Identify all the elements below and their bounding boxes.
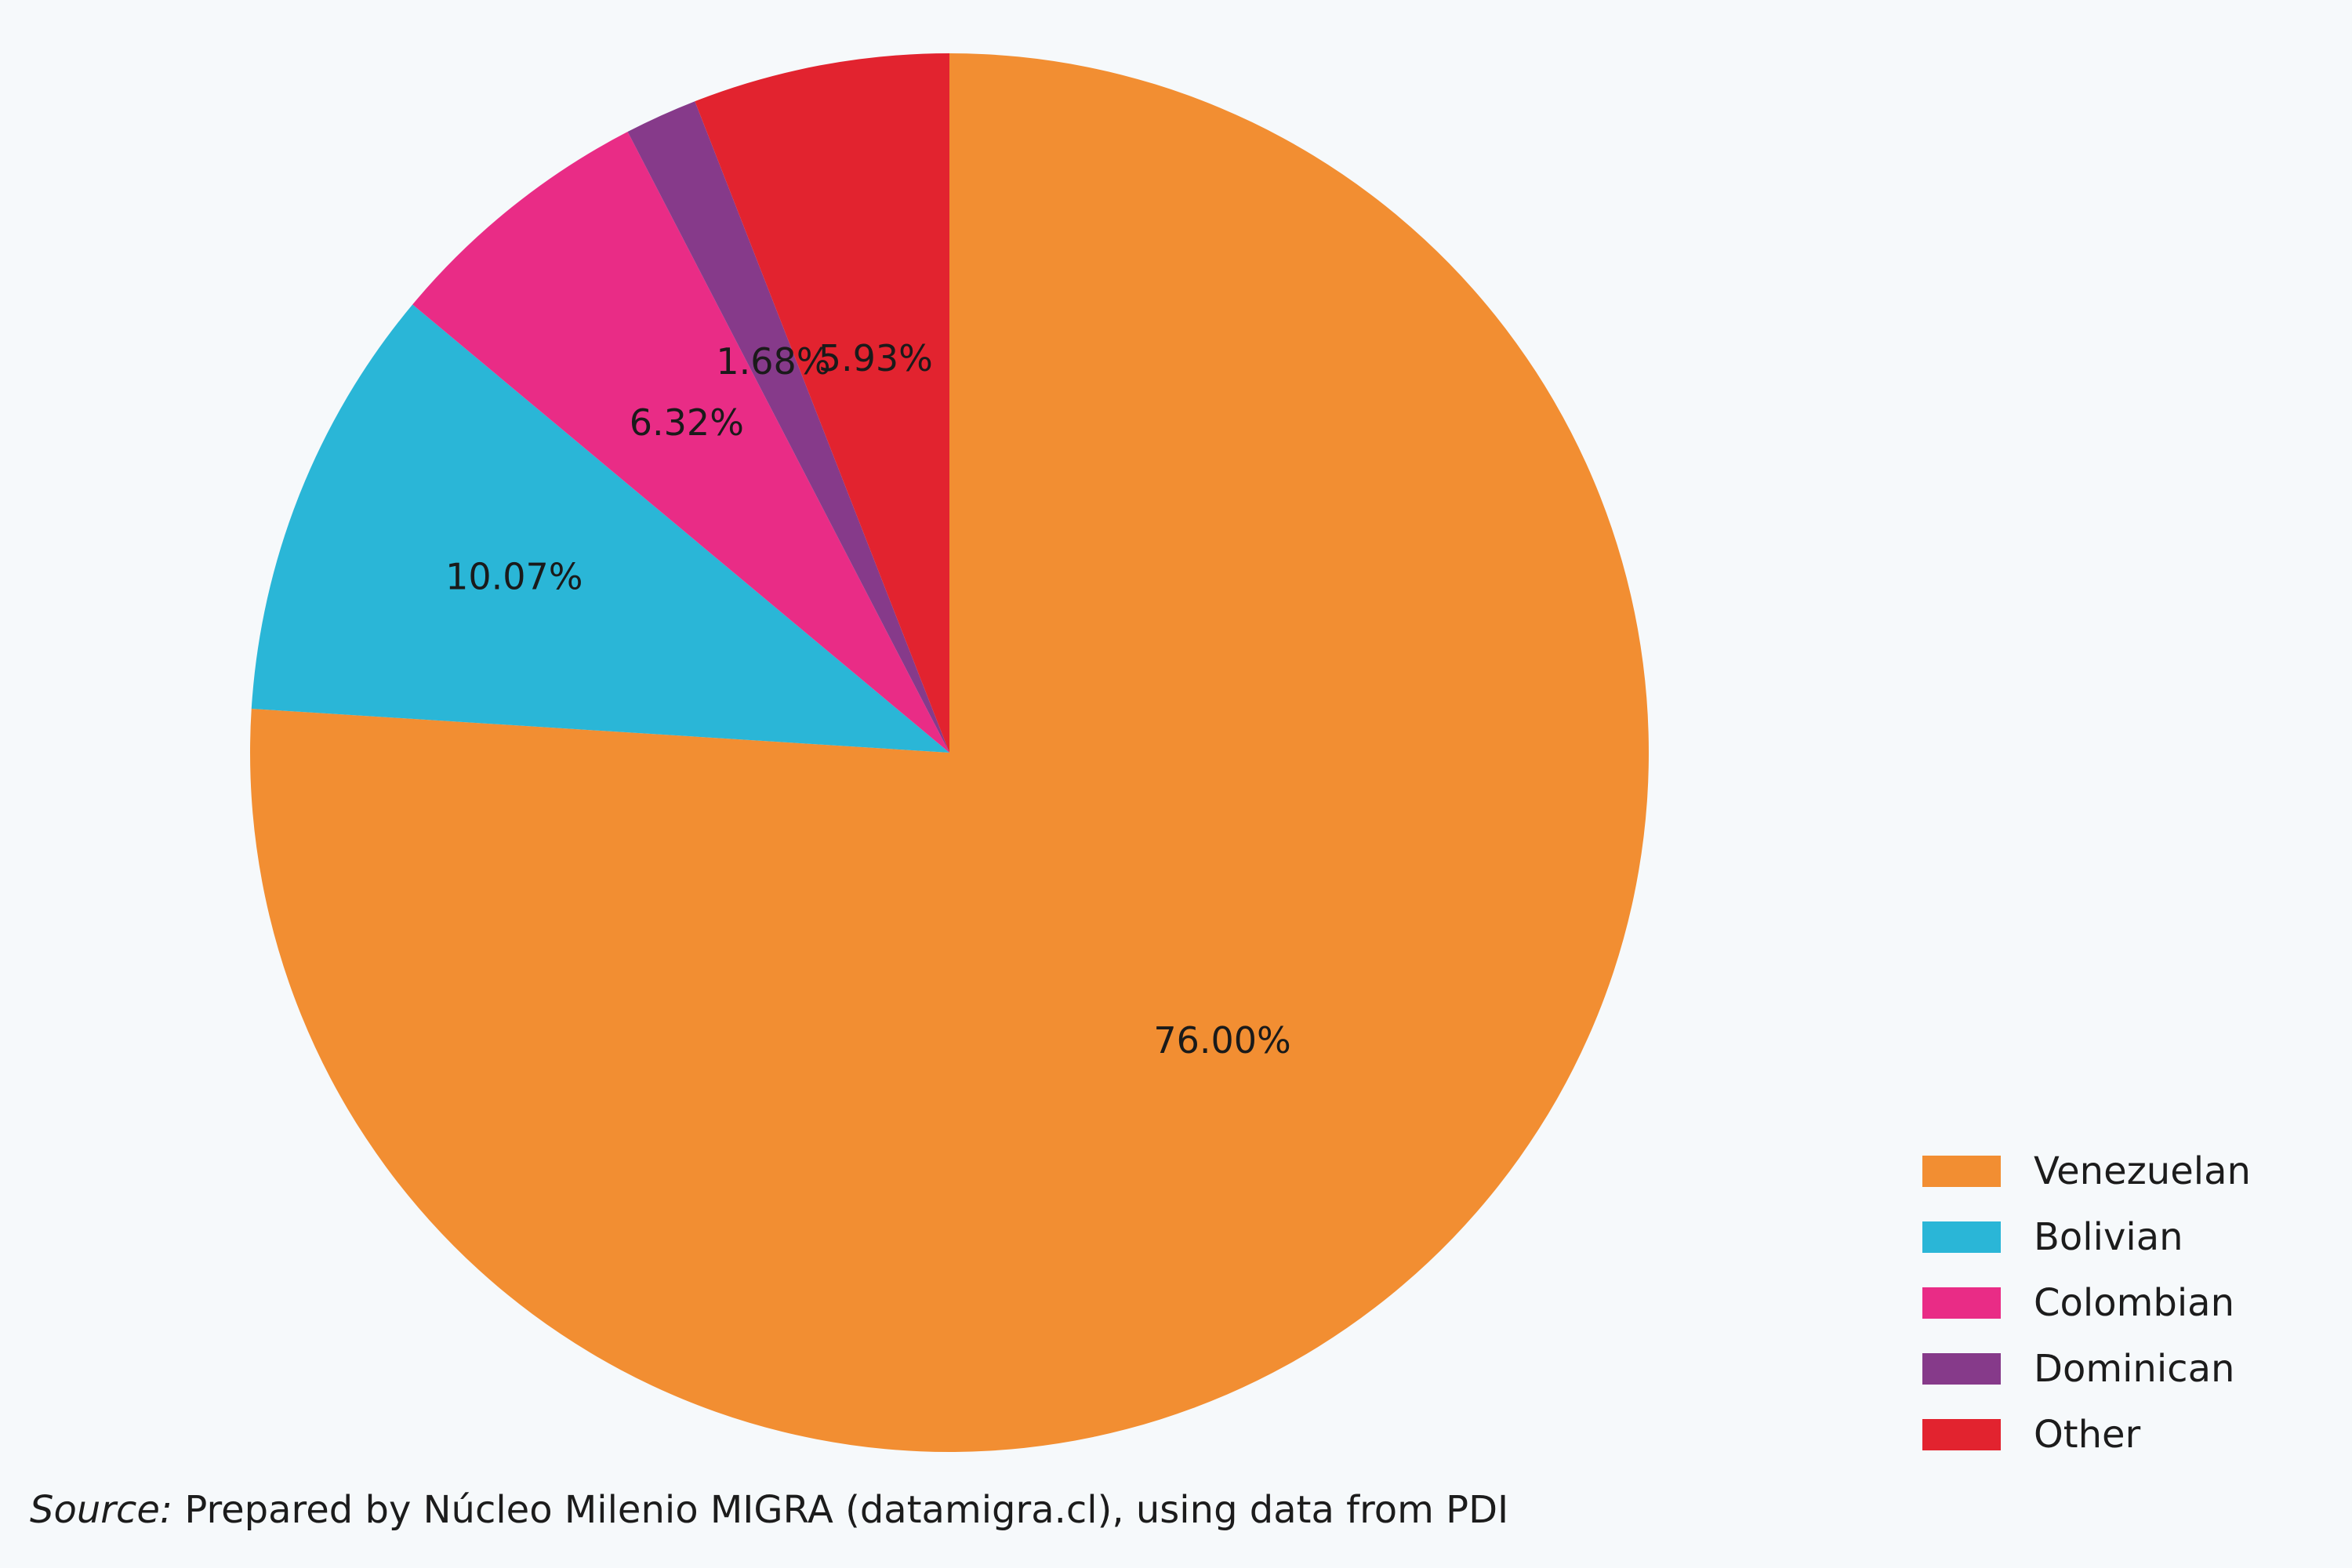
legend-item-dominican: Dominican: [1922, 1336, 2251, 1402]
slice-label-bolivian: 10.07%: [445, 555, 583, 597]
legend-swatch: [1922, 1156, 2001, 1187]
slice-label-venezuelan: 76.00%: [1153, 1019, 1290, 1062]
source-note: Source: Prepared by Núcleo Milenio MIGRA…: [30, 1488, 1508, 1532]
pie-slices: [250, 53, 1649, 1452]
legend-swatch: [1922, 1221, 2001, 1253]
slice-label-dominican: 1.68%: [716, 340, 830, 383]
source-prefix: Source:: [30, 1488, 173, 1532]
legend-item-colombian: Colombian: [1922, 1270, 2251, 1336]
legend-swatch: [1922, 1419, 2001, 1450]
legend-label: Colombian: [2034, 1281, 2234, 1325]
pie-slice-colombian: [412, 132, 949, 753]
pie-slice-other: [695, 53, 949, 753]
slice-label-other: 5.93%: [818, 337, 933, 379]
legend-label: Dominican: [2034, 1347, 2235, 1391]
legend-label: Other: [2034, 1413, 2141, 1457]
pie-labels: 76.00% 10.07% 6.32% 1.68%5.93%: [445, 337, 1291, 1062]
legend-label: Venezuelan: [2034, 1149, 2251, 1193]
pie-slice-bolivian: [251, 304, 950, 753]
legend-swatch: [1922, 1353, 2001, 1385]
source-text: Prepared by Núcleo Milenio MIGRA (datami…: [172, 1488, 1509, 1532]
pie-slice-dominican: [627, 101, 949, 753]
legend: Venezuelan Bolivian Colombian Dominican Othe…: [1922, 1138, 2251, 1468]
slice-label-colombian: 6.32%: [630, 401, 744, 444]
legend-swatch: [1922, 1287, 2001, 1319]
legend-item-other: Other: [1922, 1402, 2251, 1468]
legend-item-venezuelan: Venezuelan: [1922, 1138, 2251, 1204]
legend-label: Bolivian: [2034, 1215, 2183, 1259]
legend-item-bolivian: Bolivian: [1922, 1204, 2251, 1270]
